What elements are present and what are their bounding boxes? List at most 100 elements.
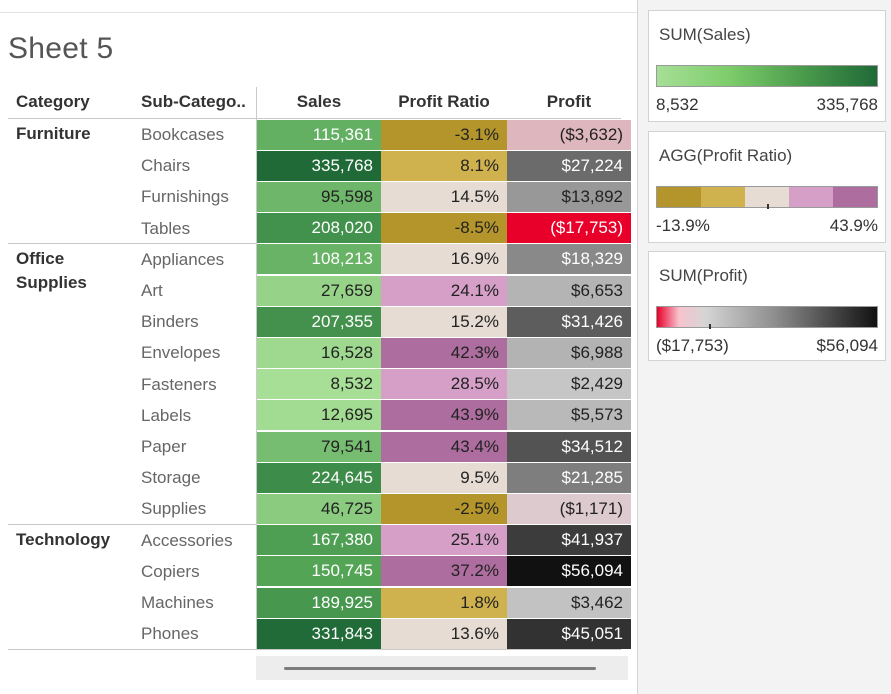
profit-cell[interactable]: $41,937 (507, 525, 631, 556)
sales-cell[interactable]: 12,695 (257, 400, 381, 431)
sales-cell[interactable]: 224,645 (257, 462, 381, 493)
profit-cell[interactable]: $5,573 (507, 400, 631, 431)
profit-ratio-cell[interactable]: 1.8% (381, 587, 507, 618)
subcategory-label[interactable]: Envelopes (141, 343, 221, 363)
sales-cell[interactable]: 108,213 (257, 244, 381, 275)
subcategory-label[interactable]: Appliances (141, 249, 225, 269)
profit-ratio-cell[interactable]: 28.5% (381, 369, 507, 400)
column-header-category[interactable]: Category (16, 92, 90, 111)
subcategory-label[interactable]: Bookcases (141, 125, 225, 144)
sales-cell[interactable]: 331,843 (257, 618, 381, 649)
profit-ratio-cell[interactable]: 15.2% (381, 306, 507, 337)
legend-agg-profit-ratio[interactable]: AGG(Profit Ratio) -13.9% 43.9% (648, 131, 886, 243)
profit-ratio-cell[interactable]: 42.3% (381, 337, 507, 369)
profit-cell[interactable]: $2,429 (507, 369, 631, 400)
profit-cell[interactable]: $18,329 (507, 244, 631, 275)
column-header-profit-ratio[interactable]: Profit Ratio (398, 92, 490, 111)
legend-color-step (701, 187, 745, 207)
legend-sum-sales[interactable]: SUM(Sales) 8,532 335,768 (648, 10, 886, 122)
sales-cell[interactable]: 95,598 (257, 181, 381, 213)
profit-ratio-cell[interactable]: 9.5% (381, 462, 507, 493)
profit-cell[interactable]: ($1,171) (507, 493, 631, 525)
sales-cell[interactable]: 115,361 (257, 119, 381, 150)
worksheet-view: Sheet 5 Category Sub-Catego.. Sales Prof… (0, 0, 638, 694)
profit-cell[interactable]: $6,988 (507, 337, 631, 369)
legend-max-value: 335,768 (816, 95, 878, 114)
profit-ratio-cell[interactable]: 43.9% (381, 400, 507, 431)
subcategory-label[interactable]: Labels (141, 405, 192, 425)
profit-cell[interactable]: $45,051 (507, 618, 631, 649)
subcategory-label[interactable]: Fasteners (141, 374, 217, 394)
profit-cell[interactable]: $13,892 (507, 181, 631, 213)
sheet-title: Sheet 5 (8, 32, 114, 65)
profit-cell[interactable]: $21,285 (507, 462, 631, 493)
profit-cell[interactable]: $3,462 (507, 587, 631, 618)
zero-marker (709, 324, 711, 329)
profit-cell[interactable]: ($17,753) (507, 213, 631, 244)
subcategory-label[interactable]: Storage (141, 468, 201, 488)
category-label[interactable]: Office Supplies (16, 247, 87, 295)
legend-color-step (657, 187, 701, 207)
column-header-subcategory[interactable]: Sub-Catego.. (141, 92, 246, 111)
profit-cell[interactable]: $31,426 (507, 306, 631, 337)
sales-cell[interactable]: 335,768 (257, 150, 381, 181)
sales-cell[interactable]: 150,745 (257, 556, 381, 587)
subcategory-label[interactable]: Phones (141, 624, 199, 644)
subcategory-label[interactable]: Chairs (141, 156, 191, 176)
subcategory-label[interactable]: Art (141, 281, 163, 300)
sales-cell[interactable]: 189,925 (257, 587, 381, 618)
profit-ratio-cell[interactable]: -3.1% (381, 119, 507, 150)
profit-ratio-cell[interactable]: -2.5% (381, 493, 507, 525)
sales-cell[interactable]: 46,725 (257, 493, 381, 525)
legend-color-step (745, 187, 789, 207)
column-header-sales[interactable]: Sales (296, 92, 342, 111)
legend-sum-profit[interactable]: SUM(Profit) ($17,753) $56,094 (648, 251, 886, 361)
horizontal-scrollbar[interactable] (256, 656, 628, 680)
profit-cell[interactable]: $27,224 (507, 150, 631, 181)
bottom-divider (8, 649, 621, 650)
legend-min-value: ($17,753) (656, 336, 729, 355)
sales-cell[interactable]: 167,380 (257, 525, 381, 556)
profit-ratio-cell[interactable]: 13.6% (381, 618, 507, 649)
category-label-line: Supplies (16, 272, 87, 292)
subcategory-label[interactable]: Binders (141, 312, 199, 332)
legend-title: SUM(Profit) (659, 266, 748, 285)
subcategory-label[interactable]: Furnishings (141, 187, 229, 207)
category-label[interactable]: Furniture (16, 124, 91, 143)
profit-ratio-cell[interactable]: 8.1% (381, 150, 507, 181)
profit-ratio-cell[interactable]: -8.5% (381, 213, 507, 244)
row-header-divider (256, 87, 257, 650)
scrollbar-thumb[interactable] (284, 667, 596, 670)
profit-ratio-cell[interactable]: 24.1% (381, 275, 507, 306)
subcategory-label[interactable]: Copiers (141, 561, 200, 581)
sales-cell[interactable]: 27,659 (257, 275, 381, 306)
sales-cell[interactable]: 208,020 (257, 213, 381, 244)
subcategory-label[interactable]: Paper (141, 437, 187, 456)
profit-cell[interactable]: ($3,632) (507, 119, 631, 150)
profit-ratio-cell[interactable]: 37.2% (381, 556, 507, 587)
category-label[interactable]: Technology (16, 529, 111, 549)
sales-cell[interactable]: 16,528 (257, 337, 381, 369)
profit-cell[interactable]: $56,094 (507, 556, 631, 587)
profit-ratio-stepped-ramp (656, 186, 878, 209)
profit-ratio-cell[interactable]: 16.9% (381, 244, 507, 275)
sales-cell[interactable]: 79,541 (257, 431, 381, 462)
top-divider (0, 12, 637, 13)
subcategory-label[interactable]: Tables (141, 218, 191, 238)
sales-color-ramp (656, 65, 878, 87)
subcategory-label[interactable]: Machines (141, 593, 214, 612)
legend-min-value: -13.9% (656, 216, 710, 235)
legend-title: AGG(Profit Ratio) (659, 146, 793, 165)
subcategory-label[interactable]: Supplies (141, 499, 207, 519)
sales-cell[interactable]: 207,355 (257, 306, 381, 337)
sales-cell[interactable]: 8,532 (257, 369, 381, 400)
profit-ratio-cell[interactable]: 43.4% (381, 431, 507, 462)
subcategory-label[interactable]: Accessories (141, 530, 233, 550)
legend-min-value: 8,532 (656, 95, 699, 114)
profit-cell[interactable]: $34,512 (507, 431, 631, 462)
legend-color-step (789, 187, 833, 207)
profit-ratio-cell[interactable]: 25.1% (381, 525, 507, 556)
column-header-profit[interactable]: Profit (546, 92, 592, 111)
profit-cell[interactable]: $6,653 (507, 275, 631, 306)
profit-ratio-cell[interactable]: 14.5% (381, 181, 507, 213)
